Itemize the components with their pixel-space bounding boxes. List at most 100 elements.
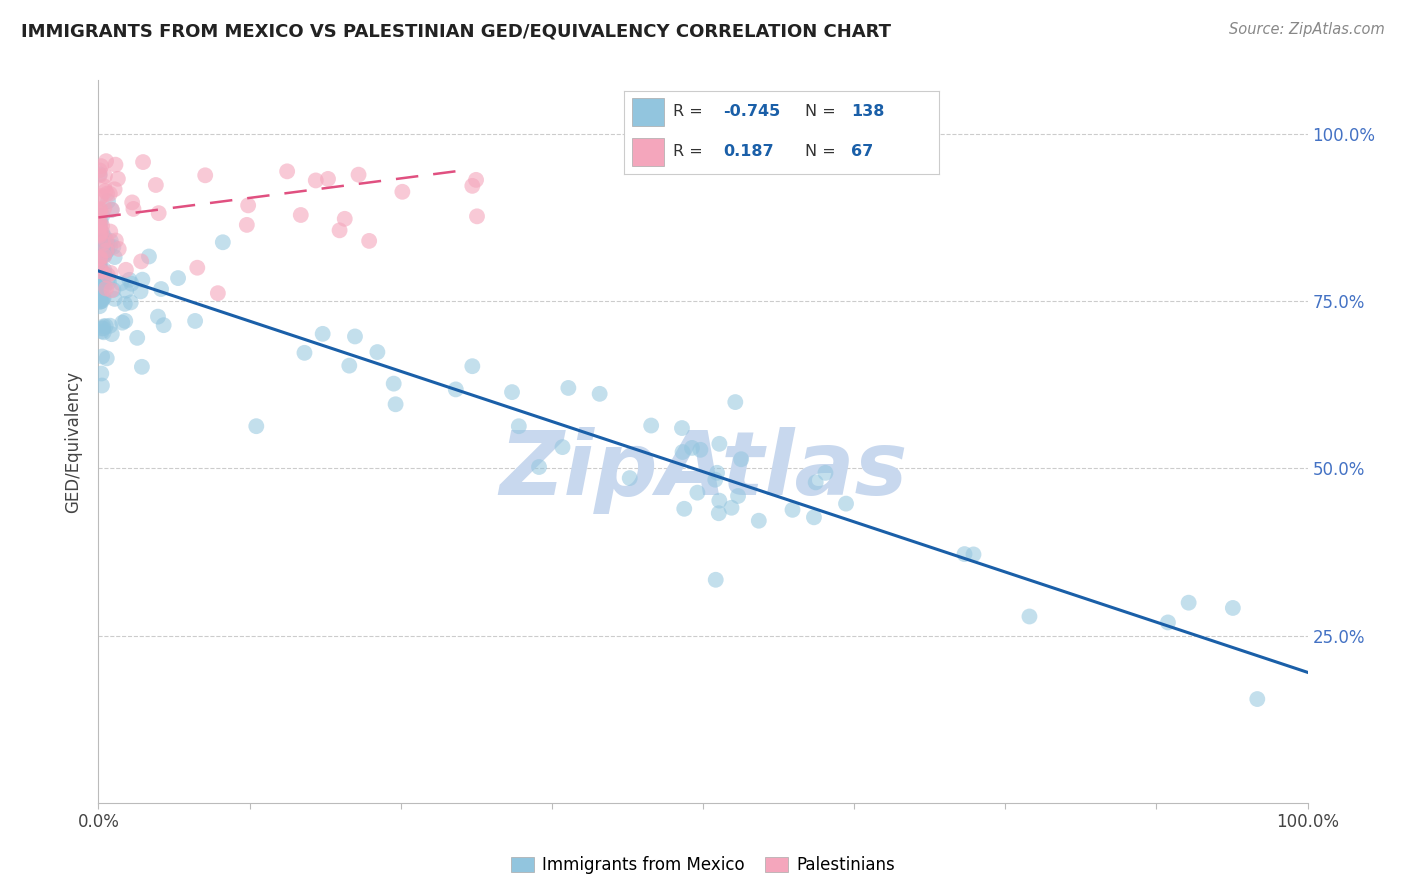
- Point: [94, 184, 117, 198]
- Point: [89, 249, 111, 263]
- Point: [89, 260, 111, 275]
- Point: [465, 173, 488, 187]
- Point: [89, 267, 111, 281]
- Point: [709, 493, 731, 508]
- Point: [91, 219, 114, 233]
- Point: [91, 236, 114, 251]
- Point: [96, 351, 118, 366]
- Point: [89, 293, 111, 308]
- Point: [110, 277, 132, 291]
- Point: [120, 295, 142, 310]
- Point: [588, 387, 610, 401]
- Point: [129, 285, 152, 299]
- Point: [98, 225, 121, 239]
- Y-axis label: GED/Equivalency: GED/Equivalency: [65, 370, 83, 513]
- Point: [90, 159, 112, 173]
- Point: [107, 171, 129, 186]
- Point: [557, 381, 579, 395]
- Point: [90, 293, 112, 308]
- Point: [689, 442, 711, 457]
- Point: [122, 202, 145, 216]
- Point: [1177, 596, 1199, 610]
- Point: [89, 253, 111, 268]
- Point: [115, 262, 138, 277]
- Point: [94, 154, 117, 169]
- Point: [89, 259, 111, 273]
- Point: [91, 350, 114, 364]
- Point: [96, 186, 118, 201]
- Point: [186, 260, 208, 275]
- Point: [90, 264, 112, 278]
- Point: [391, 185, 413, 199]
- Text: IMMIGRANTS FROM MEXICO VS PALESTINIAN GED/EQUIVALENCY CORRELATION CHART: IMMIGRANTS FROM MEXICO VS PALESTINIAN GE…: [21, 22, 891, 40]
- Point: [93, 268, 115, 283]
- Point: [138, 250, 160, 264]
- Point: [91, 209, 114, 223]
- Point: [89, 227, 111, 242]
- Point: [89, 292, 111, 306]
- Point: [329, 223, 352, 237]
- Point: [89, 191, 111, 205]
- Point: [89, 251, 111, 265]
- Point: [97, 272, 120, 286]
- Point: [748, 514, 770, 528]
- Point: [89, 276, 111, 290]
- Point: [709, 437, 731, 451]
- Point: [94, 319, 117, 334]
- Point: [89, 289, 111, 303]
- Point: [152, 318, 174, 333]
- Point: [337, 359, 360, 373]
- Point: [96, 233, 118, 247]
- Point: [90, 294, 112, 309]
- Point: [121, 277, 143, 291]
- Point: [89, 202, 111, 217]
- Point: [640, 418, 662, 433]
- Point: [814, 466, 837, 480]
- Point: [96, 244, 118, 258]
- Point: [131, 359, 153, 374]
- Point: [97, 194, 120, 209]
- Point: [359, 234, 381, 248]
- Point: [245, 419, 267, 434]
- Point: [115, 284, 138, 298]
- Point: [100, 202, 122, 217]
- Point: [100, 234, 122, 248]
- Point: [90, 378, 112, 392]
- Point: [90, 215, 112, 229]
- Point: [508, 419, 530, 434]
- Point: [89, 252, 111, 266]
- Point: [91, 226, 114, 240]
- Point: [681, 441, 703, 455]
- Point: [89, 260, 111, 274]
- Point: [804, 475, 827, 490]
- Point: [194, 169, 217, 183]
- Point: [90, 324, 112, 338]
- Point: [962, 548, 984, 562]
- Point: [294, 346, 316, 360]
- Point: [343, 329, 366, 343]
- Point: [97, 238, 120, 252]
- Point: [90, 367, 112, 381]
- Point: [305, 173, 328, 187]
- Point: [803, 510, 825, 524]
- Point: [167, 271, 190, 285]
- Point: [1157, 615, 1180, 630]
- Point: [93, 279, 115, 293]
- Point: [150, 282, 173, 296]
- Point: [93, 248, 115, 262]
- Point: [89, 278, 111, 293]
- Point: [89, 211, 111, 226]
- Point: [96, 244, 118, 258]
- Point: [93, 325, 115, 339]
- Point: [90, 189, 112, 203]
- Point: [91, 321, 114, 335]
- Point: [90, 226, 112, 240]
- Point: [686, 485, 709, 500]
- Point: [97, 268, 120, 283]
- Point: [366, 345, 388, 359]
- Point: [145, 178, 167, 192]
- Point: [236, 218, 259, 232]
- Point: [207, 286, 229, 301]
- Point: [276, 164, 298, 178]
- Point: [311, 326, 333, 341]
